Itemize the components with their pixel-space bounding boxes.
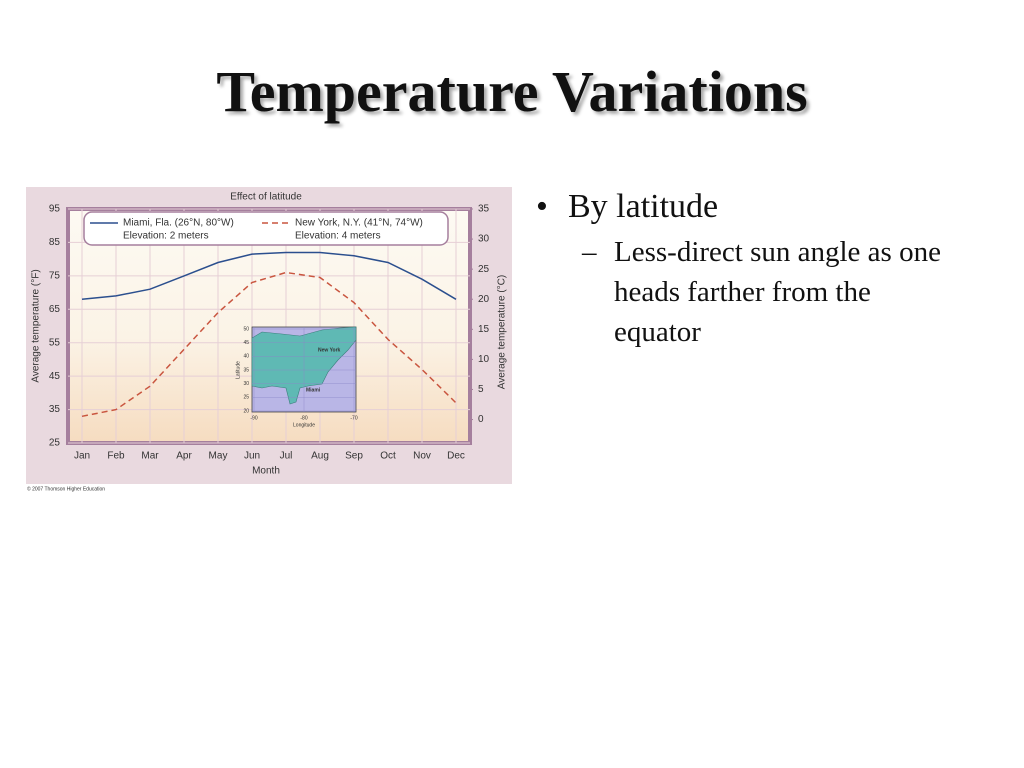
x-tick-label: Mar bbox=[141, 451, 159, 462]
map-label: Miami bbox=[306, 387, 321, 393]
map-y-tick: 20 bbox=[243, 408, 249, 414]
x-tick-label: Jul bbox=[280, 451, 293, 462]
x-tick-label: Dec bbox=[447, 451, 465, 462]
legend-elevation: Elevation: 2 meters bbox=[123, 231, 209, 242]
x-tick-label: Oct bbox=[380, 451, 396, 462]
y-tick-label: 85 bbox=[49, 237, 61, 248]
y2-tick-label: 20 bbox=[478, 294, 490, 305]
legend-label: New York, N.Y. (41°N, 74°W) bbox=[295, 218, 423, 229]
x-tick-label: Nov bbox=[413, 451, 431, 462]
map-y-tick: 45 bbox=[243, 340, 249, 346]
chart-title: Effect of latitude bbox=[230, 192, 302, 203]
map-x-tick: -80 bbox=[300, 415, 307, 421]
y-tick-label: 25 bbox=[49, 438, 61, 449]
sub-bullet: Less-direct sun angle as one heads farth… bbox=[536, 232, 956, 352]
x-tick-label: Apr bbox=[176, 451, 192, 462]
y-tick-label: 35 bbox=[49, 404, 61, 415]
y2-tick-label: 25 bbox=[478, 264, 490, 275]
map-x-tick: -90 bbox=[250, 415, 257, 421]
y-tick-label: 55 bbox=[49, 337, 61, 348]
y-tick-label: 95 bbox=[49, 204, 61, 215]
series-line bbox=[81, 271, 457, 418]
x-tick-label: Aug bbox=[311, 451, 329, 462]
slide-title: Temperature Variations bbox=[216, 59, 808, 124]
bullet-list: By latitude Less-direct sun angle as one… bbox=[536, 188, 956, 352]
y-tick-label: 75 bbox=[49, 270, 61, 281]
y2-tick-label: 30 bbox=[478, 234, 490, 245]
y2-tick-label: 0 bbox=[478, 414, 484, 425]
map-x-label: Longitude bbox=[293, 422, 315, 428]
y2-tick-label: 15 bbox=[478, 324, 490, 335]
legend-elevation: Elevation: 4 meters bbox=[295, 231, 381, 242]
y2-axis-label: Average temperature (°C) bbox=[497, 275, 508, 389]
map-y-label: Latitude bbox=[235, 361, 241, 379]
map-x-tick: -70 bbox=[350, 415, 357, 421]
bullet: By latitude bbox=[536, 188, 956, 226]
chart: Effect of latitude Month Average tempera… bbox=[26, 187, 512, 492]
y2-tick-label: 10 bbox=[478, 354, 490, 365]
series-line bbox=[81, 251, 457, 301]
map-y-tick: 25 bbox=[243, 395, 249, 401]
y-tick-label: 65 bbox=[49, 304, 61, 315]
y2-tick-label: 5 bbox=[478, 384, 484, 395]
x-tick-label: Sep bbox=[345, 451, 363, 462]
x-tick-label: Jan bbox=[74, 451, 90, 462]
credit: © 2007 Thomson Higher Education bbox=[27, 485, 105, 492]
x-tick-label: Jun bbox=[244, 451, 260, 462]
y2-tick-label: 35 bbox=[478, 204, 490, 215]
map-y-tick: 40 bbox=[243, 354, 249, 360]
map-y-tick: 50 bbox=[243, 326, 249, 332]
legend-box bbox=[83, 211, 449, 246]
legend-label: Miami, Fla. (26°N, 80°W) bbox=[123, 218, 234, 229]
map-y-tick: 30 bbox=[243, 381, 249, 387]
y-axis-label: Average temperature (°F) bbox=[31, 269, 42, 382]
y-tick-label: 45 bbox=[49, 371, 61, 382]
map-label: New York bbox=[318, 347, 341, 353]
map-y-tick: 35 bbox=[243, 367, 249, 373]
x-tick-label: Feb bbox=[107, 451, 125, 462]
x-tick-label: May bbox=[209, 451, 228, 462]
x-axis-label: Month bbox=[252, 466, 280, 477]
